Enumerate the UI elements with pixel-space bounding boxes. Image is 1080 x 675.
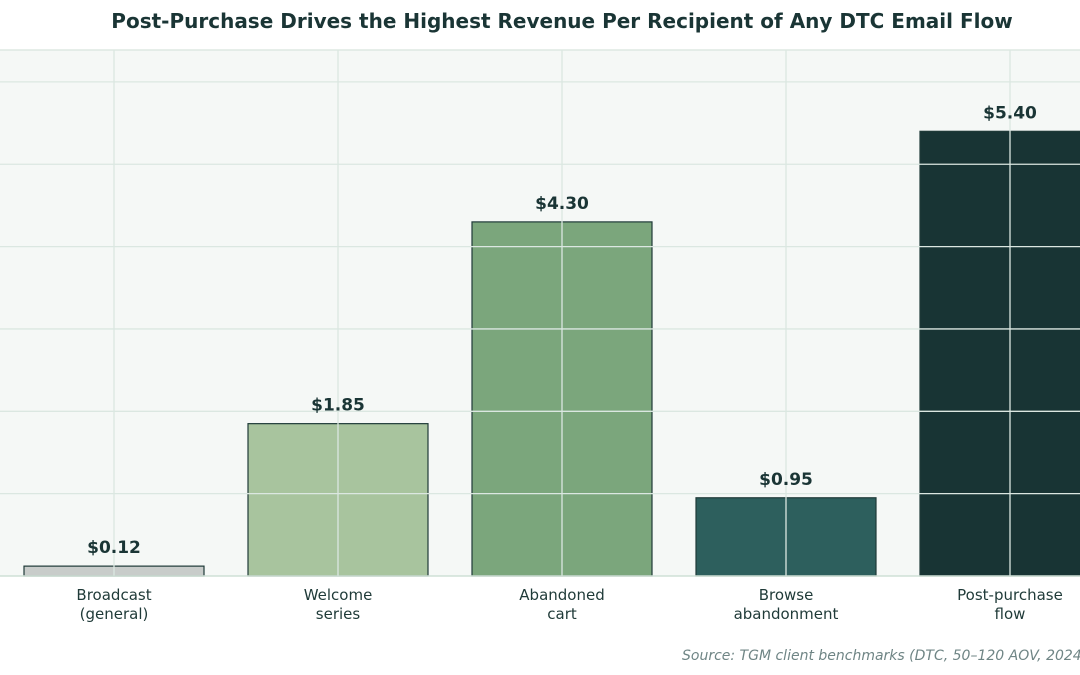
- chart-title: Post-Purchase Drives the Highest Revenue…: [111, 9, 1013, 33]
- x-tick-label-1: Broadcast (general): [76, 586, 151, 623]
- x-tick-label-3: Abandoned cart: [519, 586, 604, 623]
- value-label-1: $0.12: [87, 538, 141, 558]
- source-note: Source: TGM client benchmarks (DTC, 50–1…: [682, 648, 1080, 664]
- x-tick-label-4: Browse abandonment: [734, 586, 839, 623]
- value-label-5: $5.40: [983, 103, 1037, 123]
- value-label-4: $0.95: [759, 470, 813, 490]
- value-label-3: $4.30: [535, 194, 589, 214]
- bar-5: [919, 130, 1080, 577]
- value-label-2: $1.85: [311, 396, 365, 416]
- x-tick-label-5: Post-purchase flow: [957, 586, 1063, 623]
- x-tick-label-2: Welcome series: [304, 586, 373, 623]
